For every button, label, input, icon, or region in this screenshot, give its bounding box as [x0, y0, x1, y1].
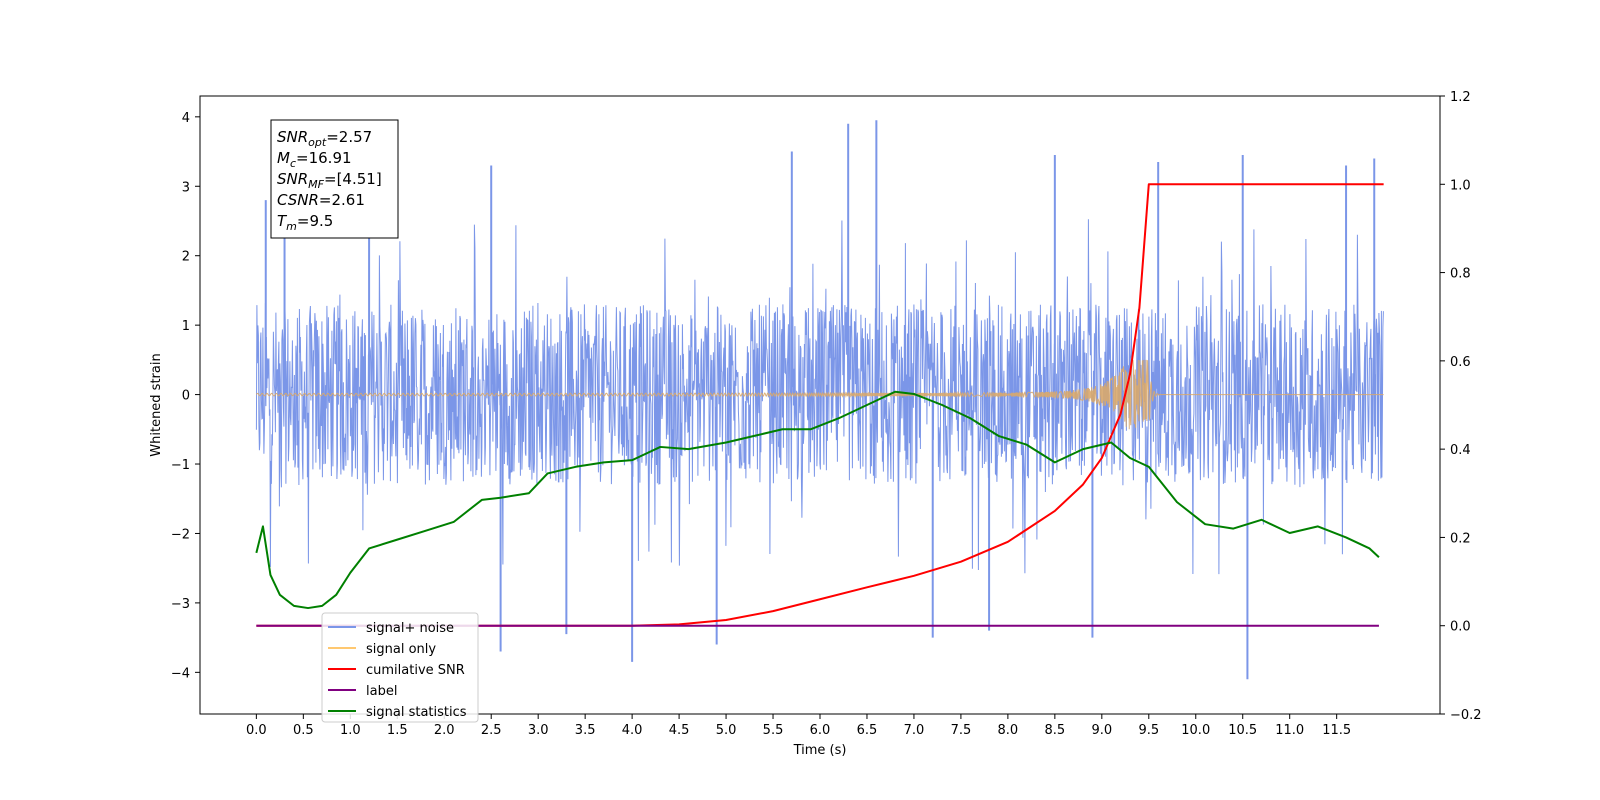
y2-tick-label: 0.6 — [1450, 355, 1471, 370]
annotation-box: SNRopt=2.57Mc=16.91SNRMF=[4.51]CSNR=2.61… — [270, 119, 399, 239]
y-axis-right: 1.2 1.0 0.8 0.6 0.4 0.2 0.0 −0.2 — [1440, 90, 1482, 723]
x-tick-label: 10.0 — [1181, 723, 1210, 738]
y-tick-label: 3 — [182, 180, 190, 195]
legend-label: cumilative SNR — [366, 663, 465, 678]
annotation-line: Mc=16.91 — [277, 149, 352, 170]
x-tick-label: 3.0 — [528, 723, 549, 738]
y2-tick-label: 0.4 — [1450, 443, 1471, 458]
annotation-line: Tm=9.5 — [277, 212, 333, 233]
y2-tick-label: 0.0 — [1450, 620, 1471, 635]
x-tick-label: 1.5 — [387, 723, 408, 738]
x-tick-label: 6.0 — [810, 723, 831, 738]
x-tick-label: 7.0 — [904, 723, 925, 738]
y-tick-label: −1 — [171, 458, 190, 473]
x-tick-label: 4.0 — [622, 723, 643, 738]
noise-series — [255, 120, 1384, 680]
y-axis-label: Whitened strain — [149, 353, 164, 456]
cumilative-snr-line — [256, 183, 1384, 627]
x-tick-label: 9.5 — [1138, 723, 1159, 738]
y2-tick-label: 1.0 — [1450, 178, 1471, 193]
y-tick-label: −4 — [171, 666, 190, 681]
x-tick-label: 8.0 — [998, 723, 1019, 738]
annotation-line: SNRMF=[4.51] — [277, 170, 382, 191]
noise-trace — [255, 219, 1384, 575]
x-axis: 0.0 0.5 1.0 1.5 2.0 2.5 3.0 3.5 4.0 4.5 5.0 5.5 6.0 6… — [246, 714, 1351, 738]
annotation-line: CSNR=2.61 — [277, 191, 365, 209]
y-axis-left: 4 3 2 1 0 −1 −2 −3 −4 — [171, 111, 200, 681]
y-tick-label: 4 — [182, 111, 190, 126]
x-tick-label: 1.0 — [340, 723, 361, 738]
x-tick-label: 5.0 — [716, 723, 737, 738]
x-tick-label: 9.0 — [1091, 723, 1112, 738]
y-tick-label: −3 — [171, 597, 190, 612]
y2-tick-label: 0.2 — [1450, 531, 1471, 546]
signal-only-series — [255, 359, 1384, 430]
legend: signal+ noise signal only cumilative SNR la… — [321, 612, 479, 723]
y-tick-label: 0 — [182, 389, 190, 404]
legend-label: label — [366, 684, 397, 699]
legend-label: signal statistics — [366, 705, 467, 720]
legend-label: signal only — [366, 642, 436, 657]
y2-tick-label: −0.2 — [1450, 708, 1482, 723]
y2-tick-label: 1.2 — [1450, 90, 1471, 105]
legend-label: signal+ noise — [366, 621, 454, 636]
x-tick-label: 0.0 — [246, 723, 267, 738]
y2-tick-label: 0.8 — [1450, 267, 1471, 282]
annotation-line: SNRopt=2.57 — [277, 128, 372, 149]
signal-statistics-line — [255, 390, 1380, 610]
x-tick-label: 11.5 — [1322, 723, 1351, 738]
x-tick-label: 2.5 — [481, 723, 502, 738]
x-tick-label: 4.5 — [669, 723, 690, 738]
x-tick-label: 2.0 — [434, 723, 455, 738]
x-tick-label: 7.5 — [951, 723, 972, 738]
x-axis-label: Time (s) — [793, 743, 847, 758]
x-tick-label: 11.0 — [1275, 723, 1304, 738]
x-tick-label: 0.5 — [293, 723, 314, 738]
y-tick-label: −2 — [171, 527, 190, 542]
x-tick-label: 5.5 — [763, 723, 784, 738]
y-tick-label: 1 — [182, 319, 190, 334]
y-tick-label: 2 — [182, 250, 190, 265]
signal-only-trace — [255, 359, 1384, 430]
x-tick-label: 6.5 — [857, 723, 878, 738]
x-tick-label: 10.5 — [1228, 723, 1257, 738]
x-tick-label: 3.5 — [575, 723, 596, 738]
x-tick-label: 8.5 — [1045, 723, 1066, 738]
